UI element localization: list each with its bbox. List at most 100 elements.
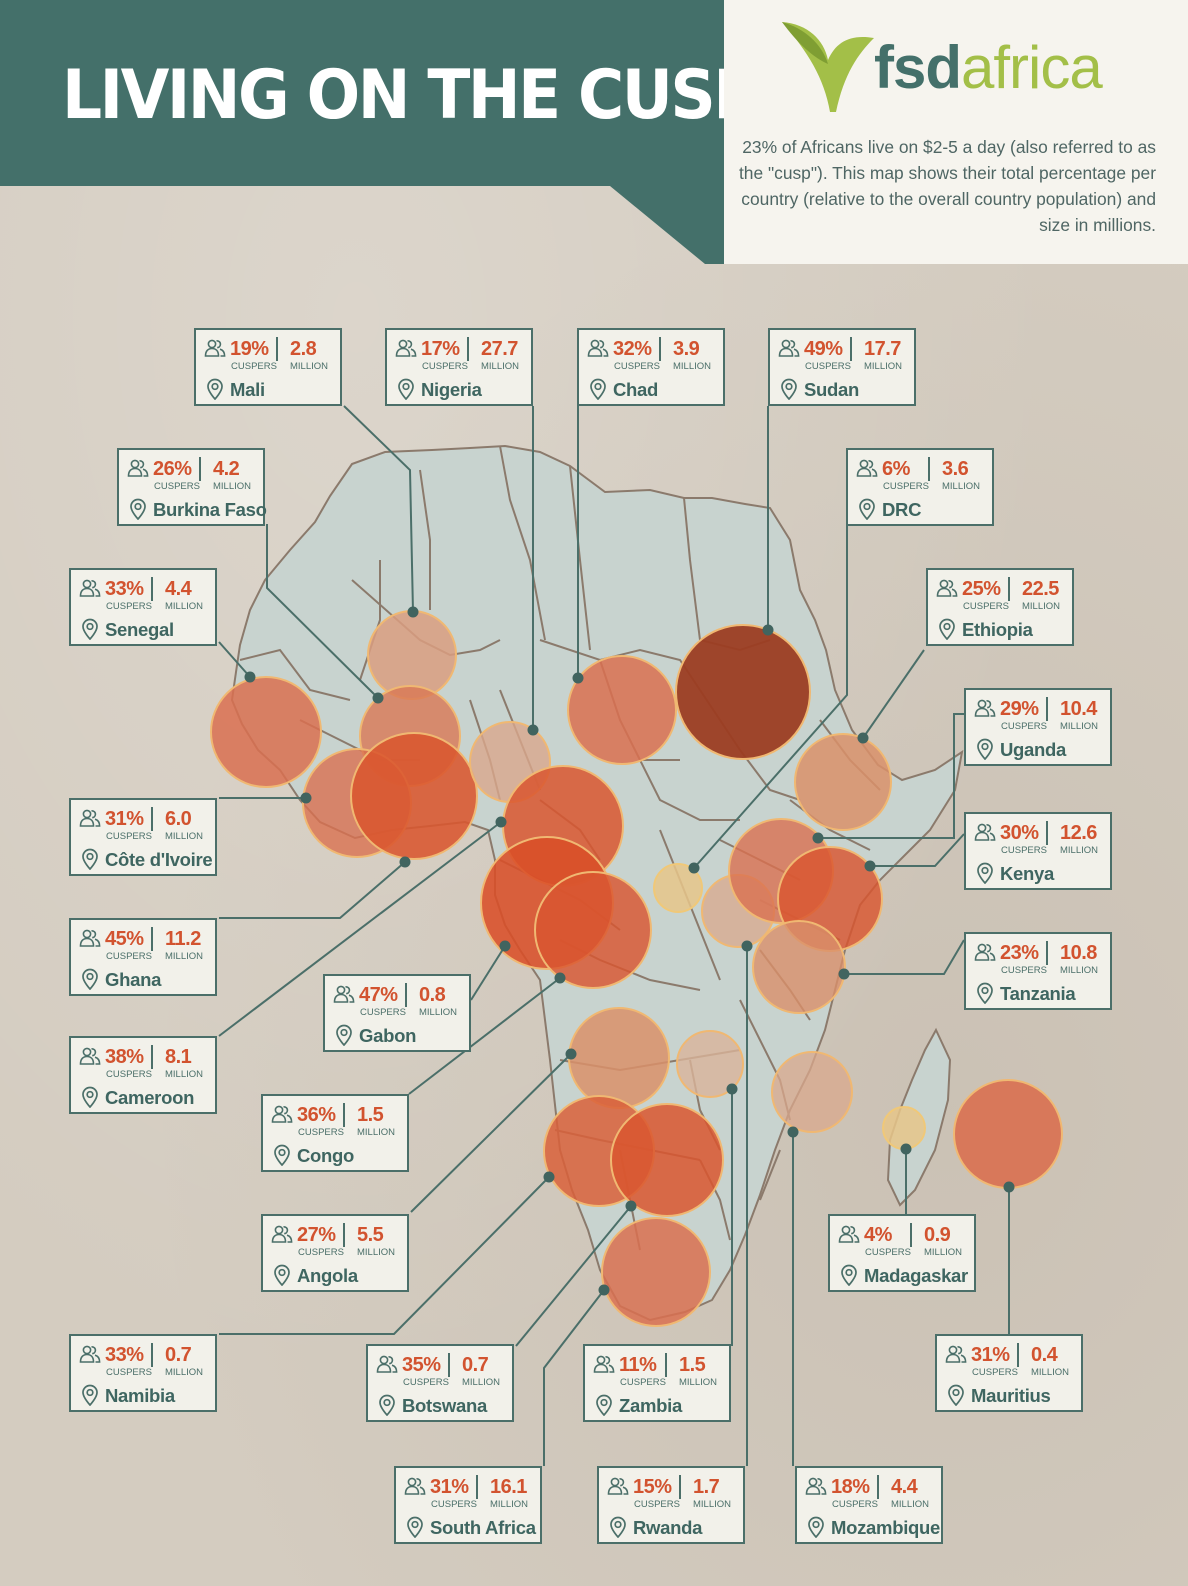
people-icon (204, 338, 226, 358)
bubble-chad (567, 655, 677, 765)
location-pin-icon (595, 1394, 613, 1417)
million-label: MILLION (890, 1499, 929, 1510)
country-name: Mauritius (971, 1385, 1051, 1406)
cuspers-label: CUSPERS (106, 831, 152, 842)
cusp-percentage: 11% (619, 1354, 657, 1376)
country-name: Cameroon (105, 1087, 195, 1108)
intro-panel: fsdafrica 23% of Africans live on $2-5 a… (724, 0, 1188, 264)
header-shape (0, 0, 724, 264)
location-pin-icon (976, 862, 994, 885)
country-card-burkina-faso: 26% 4.2 CUSPERS MILLION Burkina Faso (117, 448, 267, 526)
million-count: 1.7 (693, 1476, 720, 1498)
cuspers-label: CUSPERS (154, 481, 200, 492)
location-pin-icon (858, 498, 876, 521)
million-count: 10.8 (1060, 942, 1097, 964)
divider (467, 337, 469, 361)
country-card-rwanda: 15% 1.7 CUSPERS MILLION Rwanda (597, 1466, 745, 1544)
cuspers-label: CUSPERS (1001, 965, 1047, 976)
bubble-senegal (210, 676, 322, 788)
million-label: MILLION (941, 481, 980, 492)
country-name: Sudan (804, 379, 860, 400)
divider (679, 1475, 681, 1499)
cusp-percentage: 38% (105, 1046, 144, 1068)
million-label: MILLION (289, 361, 328, 372)
cusp-percentage: 32% (613, 338, 652, 360)
cusp-percentage: 29% (1000, 698, 1039, 720)
country-name: Tanzania (1000, 983, 1076, 1004)
cusp-percentage: 15% (633, 1476, 672, 1498)
divider (1046, 821, 1048, 845)
million-label: MILLION (678, 1377, 717, 1388)
million-count: 0.9 (924, 1224, 951, 1246)
people-icon (974, 822, 996, 842)
cuspers-label: CUSPERS (963, 601, 1009, 612)
country-name: South Africa (430, 1517, 536, 1538)
country-card-sudan: 49% 17.7 CUSPERS MILLION Sudan (768, 328, 916, 406)
cuspers-label: CUSPERS (106, 601, 152, 612)
cusp-percentage: 27% (297, 1224, 336, 1246)
divider (877, 1475, 879, 1499)
million-count: 3.6 (942, 458, 969, 480)
logo-wordmark: fsdafrica (874, 30, 1174, 106)
location-pin-icon (81, 848, 99, 871)
divider (1008, 577, 1010, 601)
million-label: MILLION (480, 361, 519, 372)
country-card-senegal: 33% 4.4 CUSPERS MILLION Senegal (69, 568, 217, 646)
bubble-south-africa (601, 1217, 711, 1327)
million-label: MILLION (863, 361, 902, 372)
million-count: 1.5 (679, 1354, 706, 1376)
million-label: MILLION (489, 1499, 528, 1510)
location-pin-icon (81, 1384, 99, 1407)
million-count: 6.0 (165, 808, 192, 830)
million-count: 3.9 (673, 338, 700, 360)
country-card-cameroon: 38% 8.1 CUSPERS MILLION Cameroon (69, 1036, 217, 1114)
country-card-botswana: 35% 0.7 CUSPERS MILLION Botswana (366, 1344, 514, 1422)
cuspers-label: CUSPERS (298, 1127, 344, 1138)
leader-ethiopia (862, 649, 925, 739)
leader-gabon (470, 945, 506, 1001)
country-name: Zambia (619, 1395, 682, 1416)
million-count: 2.8 (290, 338, 317, 360)
location-pin-icon (807, 1516, 825, 1539)
country-card-madagaskar: 4% 0.9 CUSPERS MILLION Madagaskar (828, 1214, 976, 1292)
country-name: Chad (613, 379, 659, 400)
location-pin-icon (938, 618, 956, 641)
people-icon (376, 1354, 398, 1374)
cusp-percentage: 6% (882, 458, 910, 480)
country-card-zambia: 11% 1.5 CUSPERS MILLION Zambia (583, 1344, 731, 1422)
country-name: Nigeria (421, 379, 482, 400)
bubble-tanzania (752, 920, 846, 1014)
people-icon (838, 1224, 860, 1244)
people-icon (404, 1476, 426, 1496)
country-card-uganda: 29% 10.4 CUSPERS MILLION Uganda (964, 688, 1112, 766)
country-name: Mali (230, 379, 265, 400)
location-pin-icon (976, 982, 994, 1005)
country-name: Uganda (1000, 739, 1067, 760)
people-icon (271, 1224, 293, 1244)
people-icon (79, 578, 101, 598)
cuspers-label: CUSPERS (634, 1499, 680, 1510)
bubbles (210, 610, 1063, 1327)
cuspers-label: CUSPERS (360, 1007, 406, 1018)
country-name: Côte d'Ivoire (105, 849, 213, 870)
million-label: MILLION (356, 1127, 395, 1138)
bubble-ethiopia (794, 733, 892, 831)
cusp-percentage: 31% (430, 1476, 469, 1498)
country-name: Ghana (105, 969, 162, 990)
country-card-mauritius: 31% 0.4 CUSPERS MILLION Mauritius (935, 1334, 1083, 1412)
country-card-c-te-d-ivoire: 31% 6.0 CUSPERS MILLION Côte d'Ivoire (69, 798, 217, 876)
location-pin-icon (397, 378, 415, 401)
country-card-south-africa: 31% 16.1 CUSPERS MILLION South Africa (394, 1466, 542, 1544)
cuspers-label: CUSPERS (106, 951, 152, 962)
country-card-gabon: 47% 0.8 CUSPERS MILLION Gabon (323, 974, 471, 1052)
location-pin-icon (206, 378, 224, 401)
country-name: Ethiopia (962, 619, 1033, 640)
leader-dots (244, 606, 1015, 1296)
million-label: MILLION (164, 1367, 203, 1378)
leader-mali (343, 405, 414, 613)
million-count: 4.4 (891, 1476, 918, 1498)
location-pin-icon (406, 1516, 424, 1539)
cusp-percentage: 36% (297, 1104, 336, 1126)
location-pin-icon (589, 378, 607, 401)
